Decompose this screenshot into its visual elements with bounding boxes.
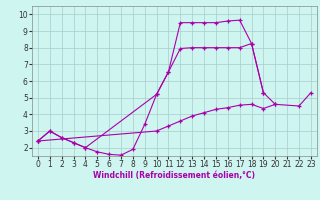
X-axis label: Windchill (Refroidissement éolien,°C): Windchill (Refroidissement éolien,°C): [93, 171, 255, 180]
